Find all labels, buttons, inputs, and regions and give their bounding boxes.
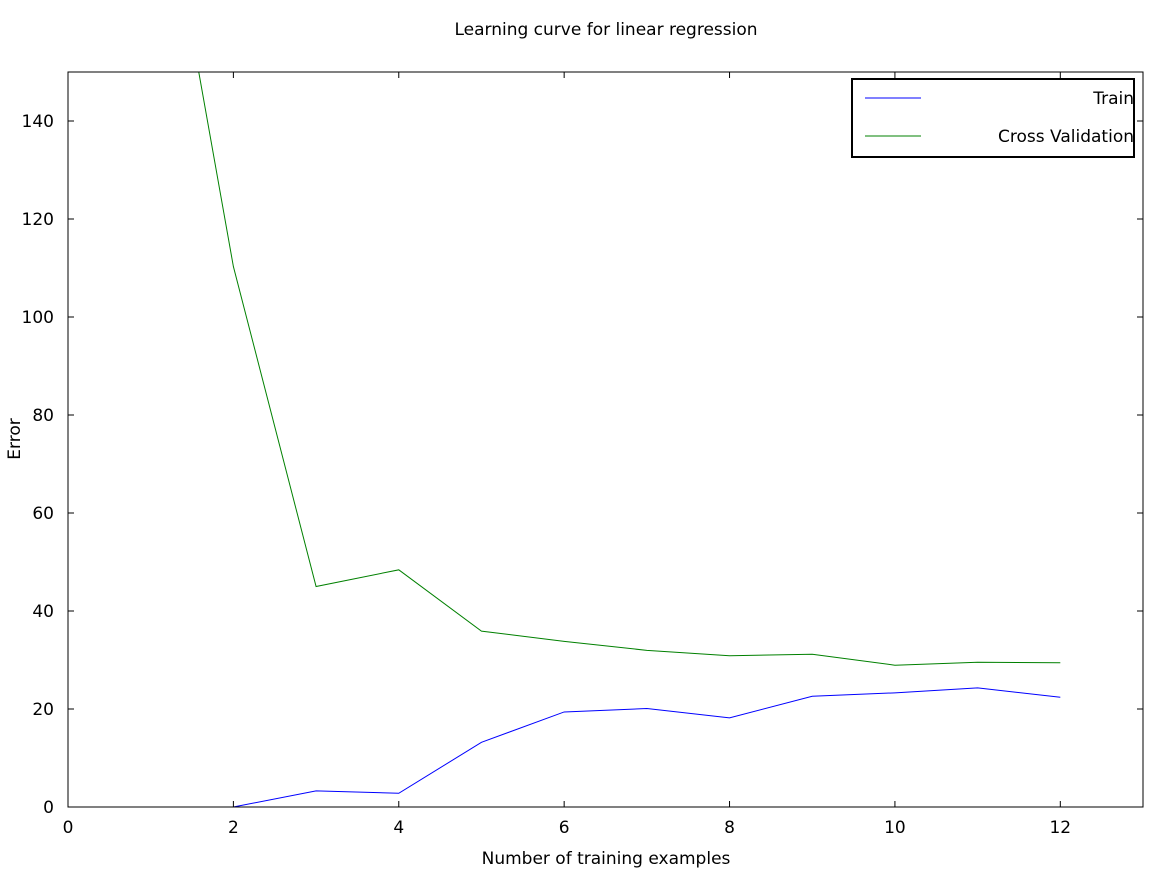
y-tick-label: 20 <box>32 700 54 720</box>
x-tick-label: 8 <box>724 818 735 838</box>
legend-train-label: Train <box>1092 89 1134 109</box>
x-tick-label: 0 <box>63 818 74 838</box>
y-tick-label: 40 <box>32 602 54 622</box>
x-tick-label: 10 <box>884 818 906 838</box>
x-tick-label: 6 <box>559 818 570 838</box>
x-tick-label: 2 <box>228 818 239 838</box>
x-tick-label: 4 <box>393 818 404 838</box>
series-line-train <box>150 687 1061 807</box>
chart-title: Learning curve for linear regression <box>454 20 757 40</box>
y-axis-title: Error <box>5 418 25 459</box>
legend: Train Cross Validation <box>851 78 1135 158</box>
y-tick-label: 60 <box>32 504 54 524</box>
y-tick-label: 80 <box>32 406 54 426</box>
y-tick-label: 100 <box>22 308 54 328</box>
x-tick-label: 12 <box>1049 818 1071 838</box>
y-tick-label: 120 <box>22 210 54 230</box>
y-tick-label: 0 <box>43 798 54 818</box>
plot-lines <box>150 72 1061 807</box>
x-axis-title: Number of training examples <box>482 849 731 869</box>
legend-cross-validation-label: Cross Validation <box>998 127 1134 147</box>
y-tick-label: 140 <box>22 112 54 132</box>
series-line-cross-validation <box>198 72 1061 666</box>
plot-frame <box>67 71 1144 808</box>
legend-box <box>851 78 1135 158</box>
